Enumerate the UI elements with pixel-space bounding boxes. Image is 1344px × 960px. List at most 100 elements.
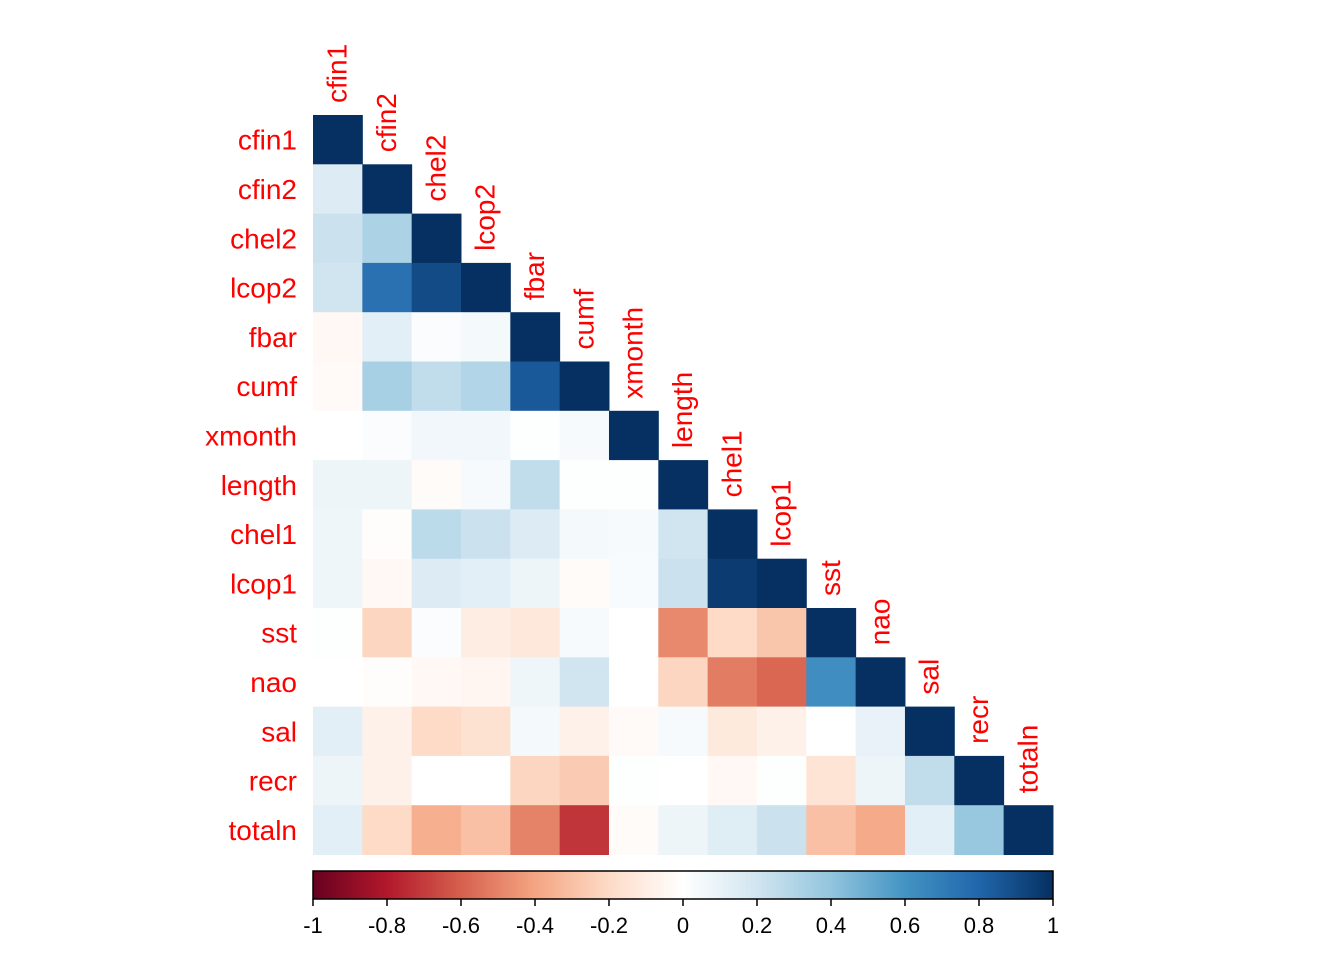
col-label-nao: nao xyxy=(864,599,895,646)
colorbar-tick-label: 0 xyxy=(677,913,689,938)
cell-chel1-chel2 xyxy=(411,509,462,560)
cell-lcop2-chel2 xyxy=(411,262,462,313)
cell-totaln-totaln xyxy=(1003,805,1054,855)
cell-totaln-xmonth xyxy=(608,805,659,855)
cell-xmonth-cumf xyxy=(559,410,610,461)
cell-chel2-cfin1 xyxy=(313,213,363,264)
cell-totaln-cumf xyxy=(559,805,610,855)
colorbar-gradient xyxy=(312,870,1054,900)
cell-lcop2-cfin1 xyxy=(313,262,363,313)
cell-cumf-fbar xyxy=(510,361,561,412)
col-label-cfin2: cfin2 xyxy=(371,93,402,152)
cell-length-cumf xyxy=(559,460,610,510)
col-label-cfin1: cfin1 xyxy=(322,44,353,103)
cell-sal-length xyxy=(658,706,709,757)
cell-length-chel2 xyxy=(411,460,462,510)
cell-totaln-lcop2 xyxy=(460,805,511,855)
cell-length-lcop2 xyxy=(460,460,511,510)
colorbar-ticks: -1 -0.8 -0.6 -0.4 -0.2 0 0.2 0.4 0.6 0.8 1 xyxy=(303,899,1059,938)
cell-cfin2-cfin2 xyxy=(362,164,413,215)
cell-nao-nao xyxy=(855,657,906,708)
cell-recr-lcop1 xyxy=(756,755,807,806)
cell-recr-length xyxy=(658,755,709,806)
col-label-fbar: fbar xyxy=(519,252,550,300)
row-label-sal: sal xyxy=(261,716,297,747)
row-labels: cfin1 cfin2 chel2 lcop2 fbar cumf xmonth length… xyxy=(205,125,297,846)
cell-totaln-length xyxy=(658,805,709,855)
cell-sst-cfin1 xyxy=(313,608,363,658)
cell-cumf-chel2 xyxy=(411,361,462,412)
cell-recr-lcop2 xyxy=(460,755,511,806)
cell-sst-cfin2 xyxy=(362,608,413,658)
row-label-recr: recr xyxy=(249,766,297,797)
row-label-chel1: chel1 xyxy=(230,519,297,550)
cell-cfin1-cfin1 xyxy=(313,115,363,165)
cell-xmonth-cfin1 xyxy=(313,410,363,461)
cell-cumf-cfin2 xyxy=(362,361,413,412)
cell-cumf-cumf xyxy=(559,361,610,412)
cell-sal-sst xyxy=(806,706,857,757)
cell-fbar-cfin1 xyxy=(313,312,363,362)
cell-lcop1-lcop2 xyxy=(460,558,511,609)
cell-sst-chel1 xyxy=(707,608,758,658)
cell-sst-fbar xyxy=(510,608,561,658)
cell-lcop1-cfin2 xyxy=(362,558,413,609)
cell-chel2-chel2 xyxy=(411,213,462,264)
cell-lcop2-lcop2 xyxy=(460,262,511,313)
cell-cumf-lcop2 xyxy=(460,361,511,412)
cell-recr-xmonth xyxy=(608,755,659,806)
colorbar-tick-label: -1 xyxy=(303,913,323,938)
cell-lcop1-length xyxy=(658,558,709,609)
col-label-xmonth: xmonth xyxy=(618,307,649,399)
cell-totaln-sal xyxy=(904,805,955,855)
col-label-sst: sst xyxy=(815,560,846,596)
cell-nao-cfin2 xyxy=(362,657,413,708)
cell-recr-nao xyxy=(855,755,906,806)
colorbar-tick-label: 0.4 xyxy=(816,913,847,938)
colorbar-tick-label: 1 xyxy=(1047,913,1059,938)
colorbar-tick-label: -0.8 xyxy=(368,913,406,938)
cell-cfin2-cfin1 xyxy=(313,164,363,215)
colorbar: -1 -0.8 -0.6 -0.4 -0.2 0 0.2 0.4 0.6 0.8 1 xyxy=(303,870,1059,938)
cell-totaln-lcop1 xyxy=(756,805,807,855)
cell-length-cfin2 xyxy=(362,460,413,510)
row-label-nao: nao xyxy=(250,667,297,698)
cell-lcop2-cfin2 xyxy=(362,262,413,313)
cell-sal-cfin1 xyxy=(313,706,363,757)
cell-recr-cumf xyxy=(559,755,610,806)
cell-nao-chel2 xyxy=(411,657,462,708)
cell-recr-chel2 xyxy=(411,755,462,806)
cell-xmonth-cfin2 xyxy=(362,410,413,461)
cell-lcop1-lcop1 xyxy=(756,558,807,609)
cell-nao-cumf xyxy=(559,657,610,708)
cell-sal-chel1 xyxy=(707,706,758,757)
cell-recr-cfin2 xyxy=(362,755,413,806)
row-label-totaln: totaln xyxy=(229,815,298,846)
cell-sal-cumf xyxy=(559,706,610,757)
cell-totaln-chel1 xyxy=(707,805,758,855)
cell-recr-fbar xyxy=(510,755,561,806)
cell-chel1-length xyxy=(658,509,709,560)
cell-chel1-xmonth xyxy=(608,509,659,560)
col-label-totaln: totaln xyxy=(1012,725,1043,794)
cell-sal-lcop2 xyxy=(460,706,511,757)
cell-sal-fbar xyxy=(510,706,561,757)
colorbar-tick-label: 0.6 xyxy=(890,913,921,938)
cell-totaln-nao xyxy=(855,805,906,855)
cell-nao-lcop2 xyxy=(460,657,511,708)
cell-recr-sst xyxy=(806,755,857,806)
cell-sst-lcop1 xyxy=(756,608,807,658)
cell-lcop1-cumf xyxy=(559,558,610,609)
row-label-chel2: chel2 xyxy=(230,223,297,254)
colorbar-tick-label: -0.4 xyxy=(516,913,554,938)
cell-chel1-cumf xyxy=(559,509,610,560)
col-label-recr: recr xyxy=(963,696,994,744)
col-label-lcop1: lcop1 xyxy=(766,480,797,547)
cell-length-fbar xyxy=(510,460,561,510)
cell-lcop1-xmonth xyxy=(608,558,659,609)
row-label-lcop2: lcop2 xyxy=(230,273,297,304)
cell-xmonth-xmonth xyxy=(608,410,659,461)
col-label-length: length xyxy=(667,372,698,448)
cell-recr-cfin1 xyxy=(313,755,363,806)
cell-length-xmonth xyxy=(608,460,659,510)
